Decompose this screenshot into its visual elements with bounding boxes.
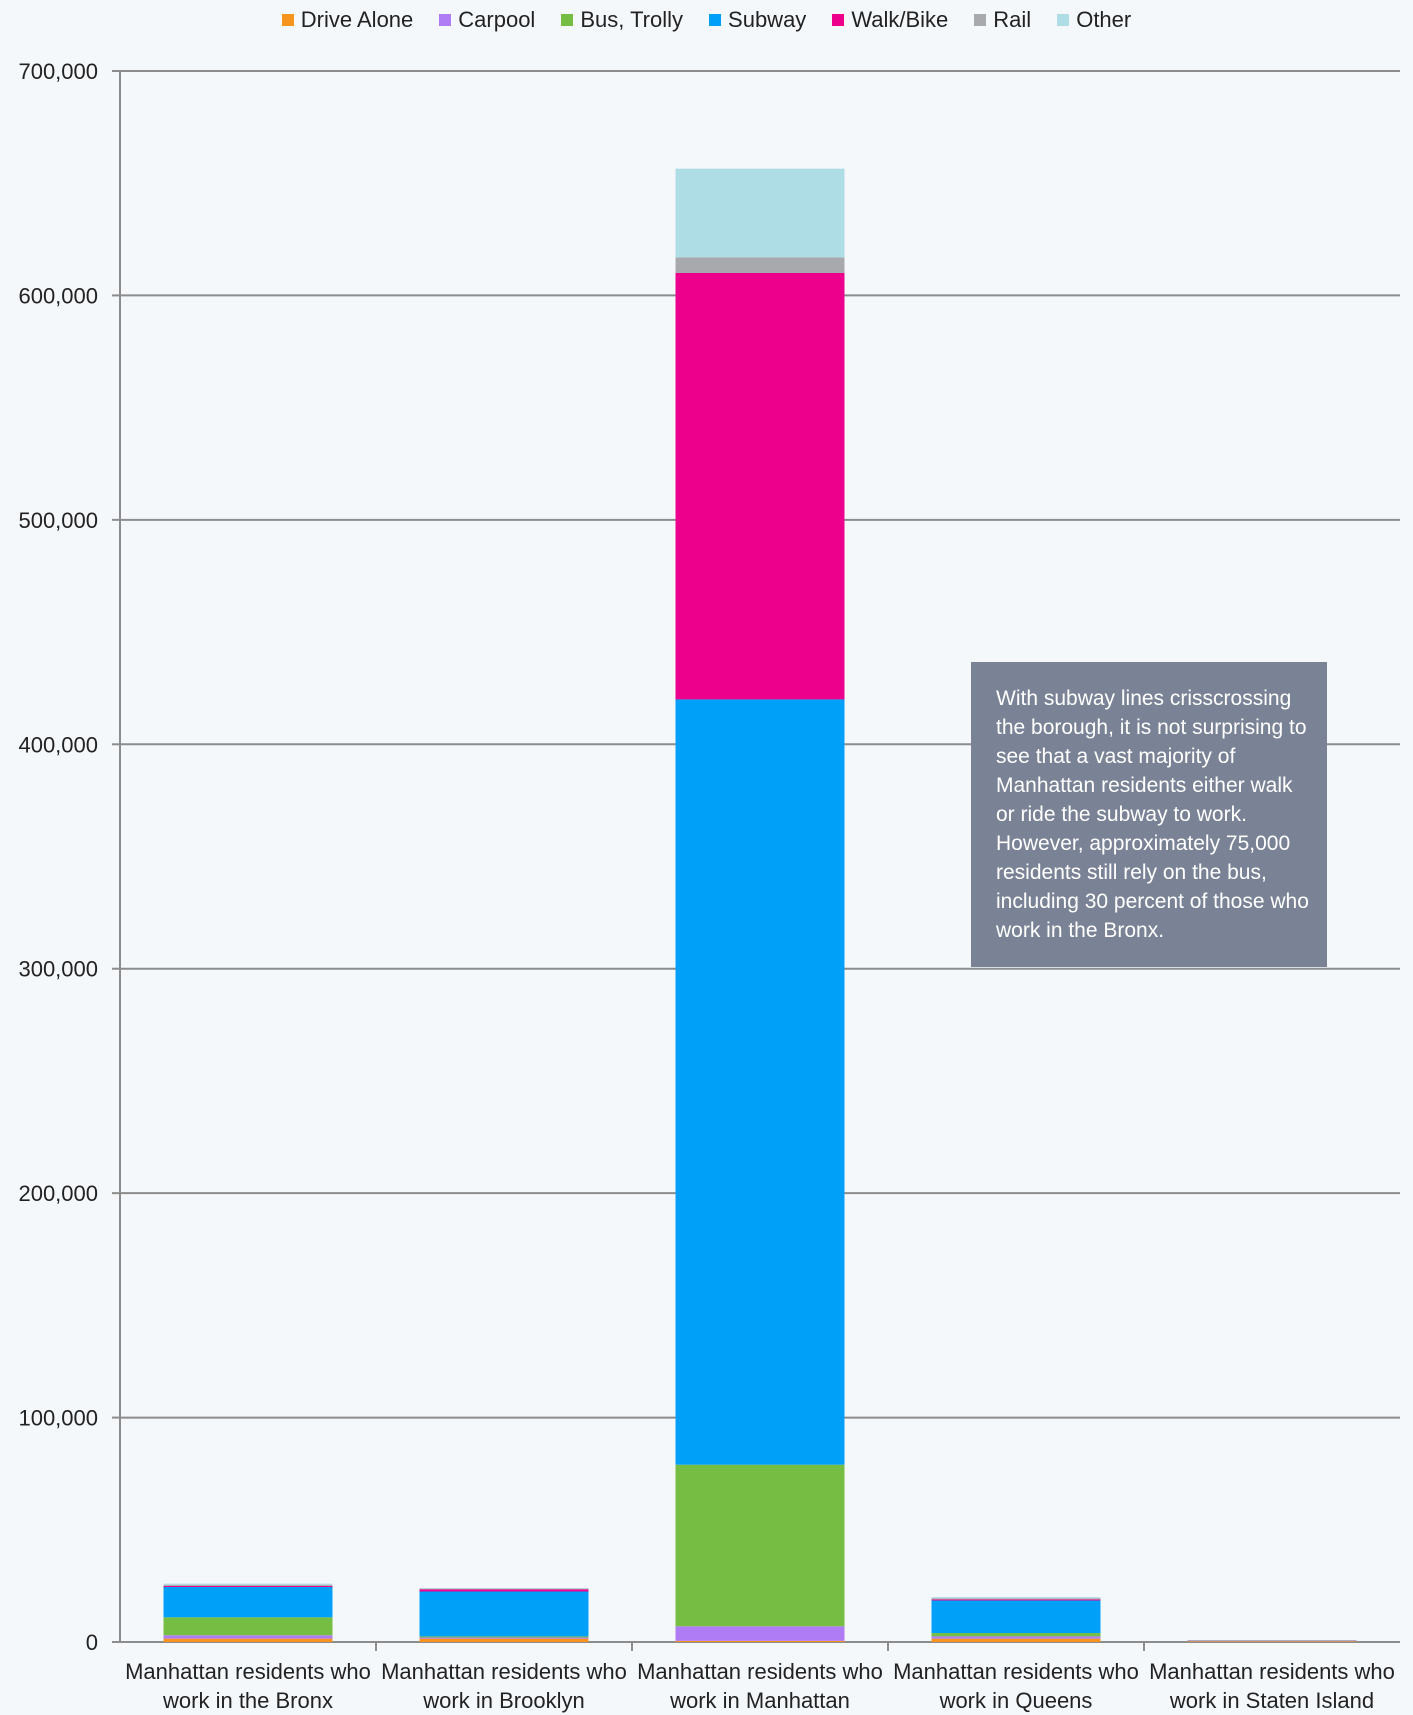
legend-label: Walk/Bike bbox=[851, 7, 949, 32]
legend-swatch bbox=[709, 14, 722, 26]
bar-segment bbox=[163, 1583, 333, 1585]
bar-segment bbox=[419, 1589, 589, 1592]
bar-segment bbox=[163, 1635, 333, 1639]
y-tick-label: 600,000 bbox=[18, 283, 98, 308]
legend: Drive Alone Carpool Bus, Trolly Subway Walk/… bbox=[0, 0, 1413, 40]
legend-swatch bbox=[832, 14, 845, 26]
bar-segment bbox=[419, 1637, 589, 1639]
x-category-label: work in Manhattan bbox=[669, 1688, 850, 1713]
bar-segment bbox=[163, 1585, 333, 1588]
y-tick-label: 400,000 bbox=[18, 732, 98, 757]
bar-segment bbox=[931, 1638, 1101, 1642]
legend-swatch bbox=[974, 14, 987, 26]
x-category-label: Manhattan residents who bbox=[381, 1659, 627, 1684]
bar-segment bbox=[163, 1638, 333, 1642]
legend-item: Subway bbox=[709, 7, 806, 33]
bar-segment bbox=[675, 1626, 845, 1641]
y-tick-label: 300,000 bbox=[18, 957, 98, 982]
annotation-text: With subway lines crisscrossing the boro… bbox=[996, 687, 1309, 942]
x-category-label: Manhattan residents who bbox=[893, 1659, 1139, 1684]
bar-segment bbox=[163, 1584, 333, 1586]
bar-segment bbox=[419, 1636, 589, 1638]
bar-segment bbox=[675, 168, 845, 258]
y-tick-label: 200,000 bbox=[18, 1181, 98, 1206]
legend-label: Drive Alone bbox=[300, 7, 414, 32]
y-tick-label: 100,000 bbox=[18, 1406, 98, 1431]
y-tick-label: 0 bbox=[86, 1630, 98, 1655]
legend-swatch bbox=[1057, 14, 1070, 26]
legend-label: Bus, Trolly bbox=[580, 7, 684, 32]
x-category-label: work in the Bronx bbox=[162, 1688, 333, 1713]
bar-segment bbox=[931, 1633, 1101, 1637]
legend-item: Walk/Bike bbox=[832, 7, 948, 33]
legend-label: Rail bbox=[993, 7, 1032, 32]
bar-segment bbox=[1187, 1641, 1357, 1642]
x-category-label: Manhattan residents who bbox=[125, 1659, 371, 1684]
bar-segment bbox=[675, 1640, 845, 1642]
bar-segment bbox=[419, 1588, 589, 1590]
bar-segment bbox=[163, 1587, 333, 1618]
legend-label: Other bbox=[1076, 7, 1132, 32]
bar-segment bbox=[931, 1599, 1101, 1601]
bar-segment bbox=[419, 1591, 589, 1637]
bar-segment bbox=[675, 699, 845, 1465]
legend-item: Drive Alone bbox=[281, 7, 414, 33]
bar-segment bbox=[931, 1636, 1101, 1639]
y-tick-label: 500,000 bbox=[18, 508, 98, 533]
x-category-label: Manhattan residents who bbox=[637, 1659, 883, 1684]
bar-segment bbox=[931, 1598, 1101, 1600]
x-category-label: work in Queens bbox=[939, 1688, 1093, 1713]
legend-item: Carpool bbox=[439, 7, 535, 33]
bar-segment bbox=[931, 1597, 1101, 1599]
legend-item: Bus, Trolly bbox=[561, 7, 683, 33]
x-category-label: work in Brooklyn bbox=[422, 1688, 584, 1713]
x-category-label: Manhattan residents who bbox=[1149, 1659, 1395, 1684]
bar-segment bbox=[931, 1600, 1101, 1634]
legend-swatch bbox=[561, 14, 574, 26]
annotation-box: With subway lines crisscrossing the boro… bbox=[971, 662, 1327, 967]
legend-label: Subway bbox=[728, 7, 807, 32]
legend-label: Carpool bbox=[458, 7, 536, 32]
bar-segment bbox=[675, 1464, 845, 1627]
legend-item: Rail bbox=[974, 7, 1031, 33]
bar-segment bbox=[675, 257, 845, 273]
legend-item: Other bbox=[1057, 7, 1131, 33]
x-category-label: work in Staten Island bbox=[1169, 1688, 1374, 1713]
y-tick-label: 700,000 bbox=[18, 59, 98, 84]
bar-segment bbox=[675, 272, 845, 700]
bar-segment bbox=[163, 1617, 333, 1636]
legend-swatch bbox=[439, 14, 452, 26]
legend-swatch bbox=[281, 14, 294, 26]
bar-segment bbox=[419, 1638, 589, 1642]
